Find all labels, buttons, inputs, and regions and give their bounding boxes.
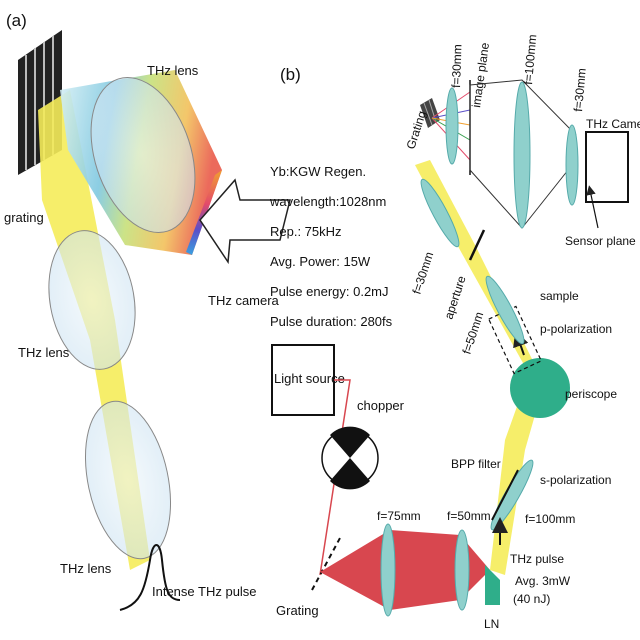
thz-lens-1	[90, 76, 196, 234]
camera-arrow	[199, 178, 291, 265]
spec-line-6: Pulse duration: 280fs	[270, 314, 393, 329]
thz-lens-1-label: THz lens	[147, 63, 199, 78]
lens-f100-top	[513, 81, 531, 229]
chopper	[321, 426, 379, 490]
thz-lens-3	[84, 400, 172, 560]
avg-label: Avg. 3mW	[515, 574, 571, 588]
aperture-label: aperture	[442, 274, 469, 321]
pump-beam	[320, 530, 490, 610]
sensor-plane-pointer	[586, 185, 599, 229]
aperture	[468, 229, 486, 261]
lens-f30-top	[445, 87, 459, 165]
lens-f30-left	[420, 178, 460, 248]
f50-bottom-label: f=50mm	[447, 509, 491, 523]
f50-mid-label: f=50mm	[460, 310, 487, 356]
ln-crystal	[485, 565, 500, 605]
source-specs: Yb:KGW Regen. wavelength:1028nm Rep.: 75…	[269, 164, 393, 329]
thz-camera-label-a: THz camera	[208, 293, 280, 308]
chopper-label: chopper	[357, 398, 405, 413]
lens-f50-bottom	[454, 529, 470, 611]
lens-f75	[380, 523, 396, 617]
lens-f50-mid	[485, 275, 525, 345]
thz-lens-2-label: THz lens	[18, 345, 70, 360]
laser-path	[319, 379, 351, 576]
thz-lens-3-label: THz lens	[60, 561, 112, 576]
grating-label-a: grating	[4, 210, 44, 225]
p-pol-label: p-polarization	[540, 322, 612, 336]
thz-pulse-waveform	[119, 544, 181, 611]
thz-pulse-label: THz pulse	[510, 552, 564, 566]
spec-line-2: wavelength:1028nm	[269, 194, 386, 209]
lens-f30-right	[565, 124, 579, 206]
spec-line-1: Yb:KGW Regen.	[270, 164, 366, 179]
spectrum-edge	[186, 170, 222, 255]
ln-label: LN	[484, 617, 499, 631]
sample-label: sample	[540, 289, 579, 303]
sensor-plane-label: Sensor plane	[565, 234, 636, 248]
s-pol-label: s-polarization	[540, 473, 611, 487]
spec-line-5: Pulse energy: 0.2mJ	[270, 284, 389, 299]
thz-camera-body	[585, 131, 629, 203]
thz-lens-2	[48, 230, 136, 370]
periscope	[510, 358, 570, 418]
spec-line-3: Rep.: 75kHz	[270, 224, 342, 239]
panel-b-tag: (b)	[280, 65, 301, 84]
nj-label: (40 nJ)	[513, 592, 550, 606]
grating-top-label: Grating	[404, 109, 429, 151]
light-source-label: Light source	[274, 371, 345, 386]
panel-a-tag: (a)	[6, 11, 27, 30]
f30-left-label: f=30mm	[410, 250, 437, 296]
image-plane-label: image plane	[469, 41, 492, 108]
spec-line-4: Avg. Power: 15W	[270, 254, 371, 269]
f30-right-label: f=30mm	[571, 68, 589, 113]
panel-a: (a) grating THz lens THz lens THz lens T…	[4, 11, 291, 611]
bpp-label: BPP filter	[451, 457, 501, 471]
intense-pulse-label: Intense THz pulse	[152, 584, 257, 599]
periscope-label: periscope	[565, 387, 617, 401]
f100-top-label: f=100mm	[521, 34, 539, 85]
panel-b: (b) Yb:KGW Regen. wavelength:1028nm Rep.…	[269, 34, 640, 631]
bpp-filter	[491, 469, 519, 521]
thz-camera-label-b: THz Camera	[586, 117, 640, 131]
f75-label: f=75mm	[377, 509, 421, 523]
grating-bottom	[311, 537, 341, 591]
f30-top-label: f=30mm	[449, 44, 465, 88]
f100-right-label: f=100mm	[525, 512, 575, 526]
grating-bottom-label: Grating	[276, 603, 319, 618]
